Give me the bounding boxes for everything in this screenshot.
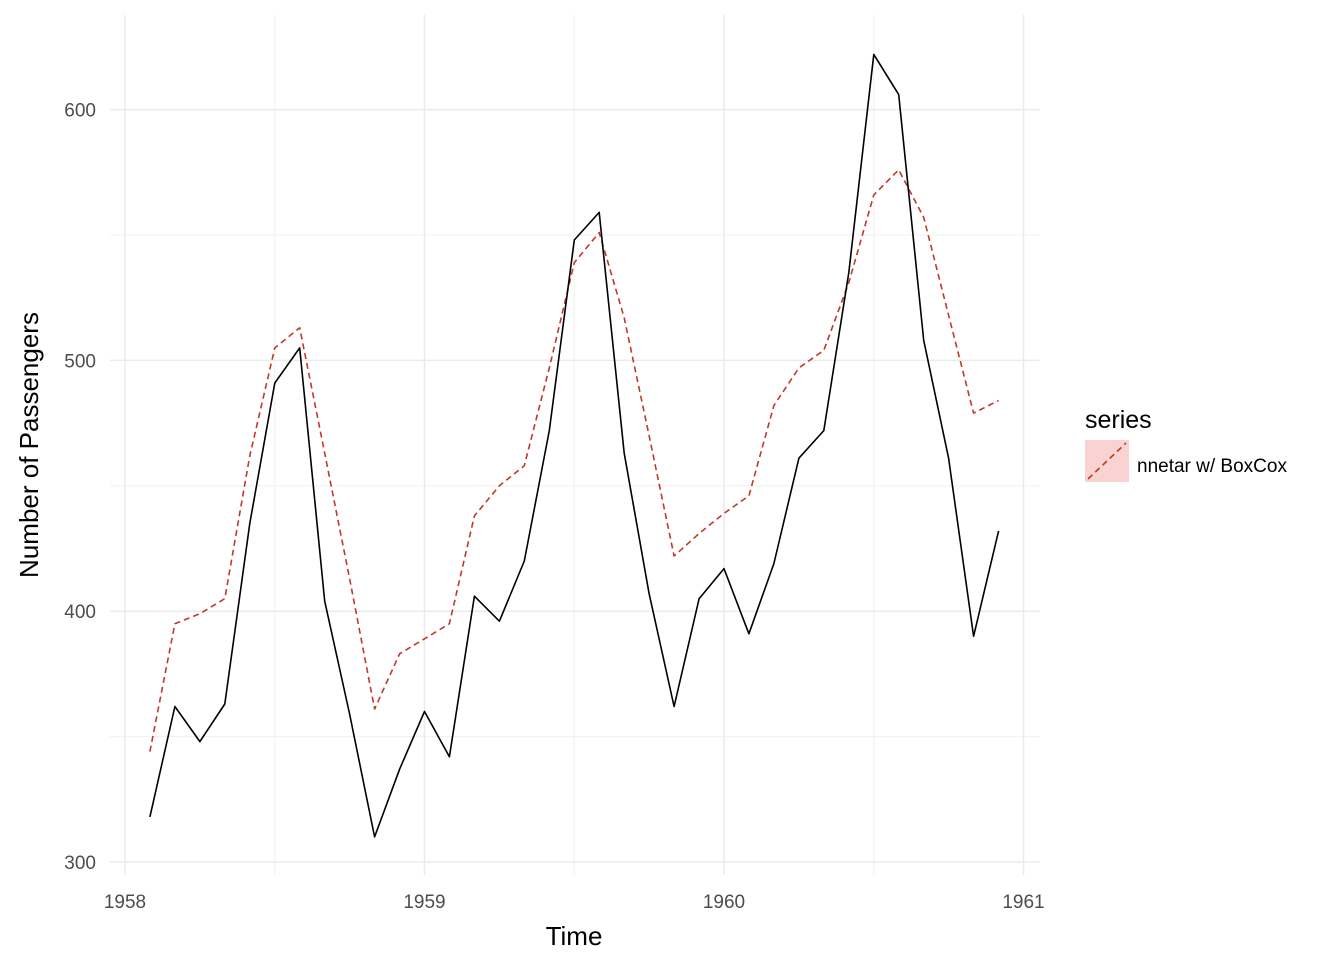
y-tick-label: 600 [64,101,96,122]
series-layer [149,53,1000,838]
y-tick-label: 400 [64,602,96,623]
grid-major [110,15,1040,875]
grid-minor [110,15,1040,875]
legend-key-line [1087,442,1127,480]
x-axis-title: Time [546,921,603,951]
series-line-nnetar-boxcox [149,169,999,752]
x-tick-label: 1958 [104,892,146,913]
x-tick-label: 1960 [703,892,745,913]
x-tick-labels: 1958 1959 1960 1961 [104,892,1045,913]
y-tick-label: 300 [64,853,96,874]
y-tick-labels: 300 400 500 600 [64,101,96,874]
y-axis-title: Number of Passengers [14,312,44,578]
legend-label: nnetar w/ BoxCox [1137,456,1287,477]
legend-title: series [1085,406,1152,434]
y-tick-label: 500 [64,351,96,372]
series-line-actual [149,53,1000,838]
x-tick-label: 1961 [1002,892,1044,913]
x-tick-label: 1959 [403,892,445,913]
legend: series nnetar w/ BoxCox [1085,406,1287,482]
